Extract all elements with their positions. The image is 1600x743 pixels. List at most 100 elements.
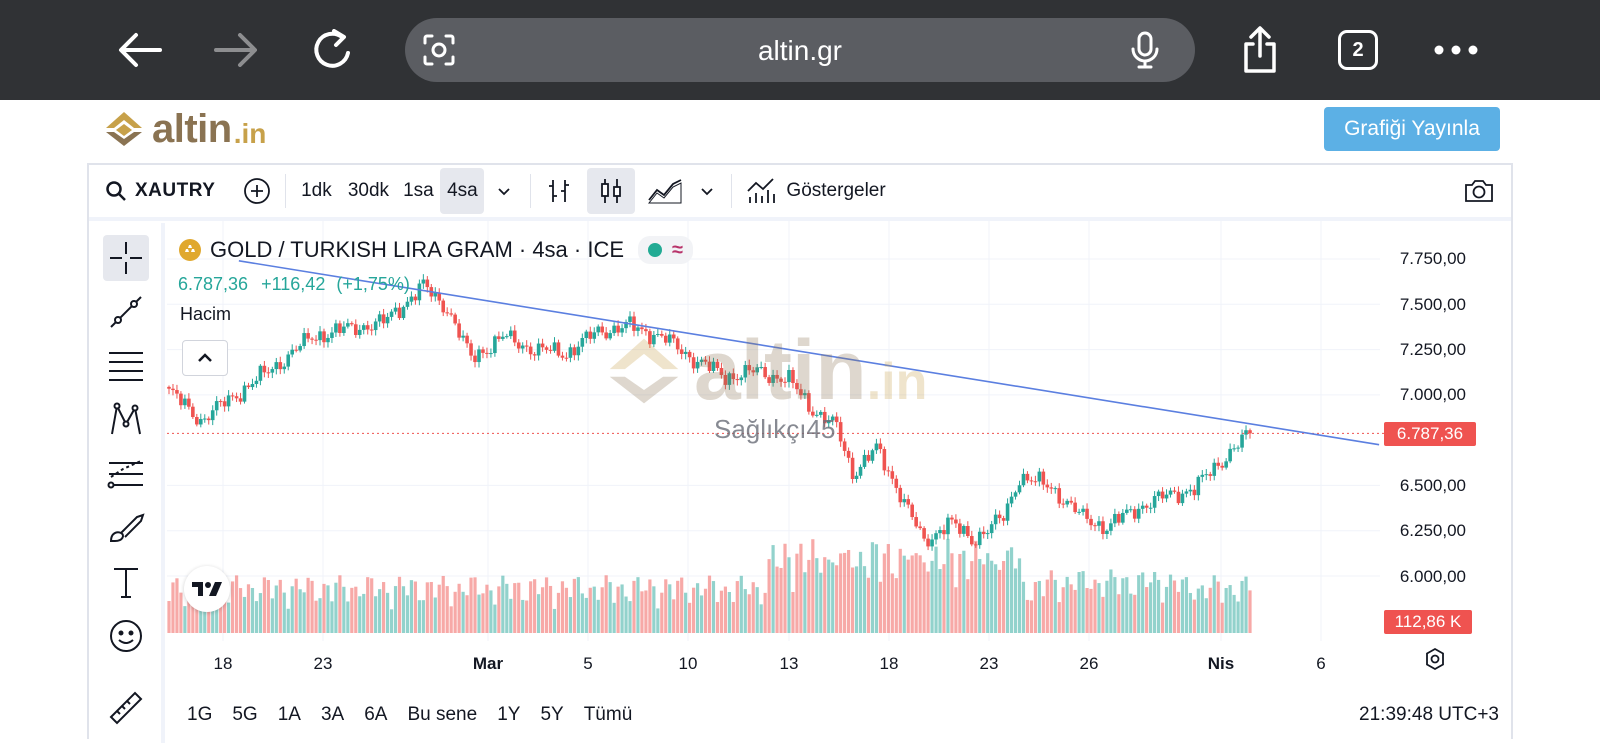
candle-body [350, 323, 354, 325]
snapshot-button[interactable] [1457, 168, 1501, 214]
trendline-tool[interactable] [103, 289, 149, 335]
candle-body [580, 337, 585, 347]
range-1g[interactable]: 1G [187, 703, 213, 725]
more-menu-icon[interactable] [1428, 22, 1484, 78]
range-5g[interactable]: 5G [232, 703, 258, 725]
interval-30dk[interactable]: 30dk [347, 180, 390, 201]
volume-bar [763, 592, 767, 633]
interval-dropdown[interactable] [484, 168, 524, 214]
volume-bar [286, 608, 290, 633]
candle-body [540, 343, 545, 348]
crosshair-tool[interactable] [103, 235, 149, 281]
candle-body [230, 395, 235, 397]
share-icon[interactable] [1232, 22, 1288, 78]
logo-suffix: .in [233, 118, 267, 149]
volume-bar [707, 575, 712, 633]
fib-tool[interactable] [103, 343, 149, 389]
indicators-button[interactable]: Göstergeler [738, 168, 893, 214]
candle-body [671, 334, 676, 339]
candle-body [1228, 448, 1232, 462]
candle-body [1196, 476, 1201, 496]
text-icon [114, 568, 138, 598]
candle-body [405, 301, 410, 307]
candle-body [278, 362, 283, 370]
time-tick: 13 [779, 654, 799, 673]
interval-4sa[interactable]: 4sa [440, 168, 485, 214]
microphone-icon[interactable] [1117, 22, 1173, 78]
candle-body [1037, 471, 1042, 482]
range-6a[interactable]: 6A [364, 703, 388, 725]
volume-bar [537, 594, 541, 633]
area-style-button[interactable] [641, 168, 689, 214]
brush-tool[interactable] [103, 505, 149, 551]
range-ytd[interactable]: Bu sene [407, 703, 478, 725]
collapse-legend-button[interactable] [182, 340, 228, 376]
candle-body [516, 342, 521, 349]
volume-bar [330, 601, 334, 633]
candle-body [330, 332, 334, 338]
candle-body [306, 333, 310, 339]
emoji-tool[interactable] [103, 613, 149, 659]
candle-body [1077, 511, 1081, 513]
volume-bar [1025, 599, 1030, 633]
publish-chart-button[interactable]: Grafiği Yayınla [1324, 107, 1500, 151]
candles-style-button[interactable] [587, 168, 636, 214]
candle-body [894, 478, 899, 488]
candle-body [1069, 500, 1073, 503]
candle-body [1180, 493, 1185, 504]
candle-body [1073, 502, 1077, 513]
chart-settings-button[interactable] [1420, 644, 1450, 674]
volume-bar [850, 567, 855, 633]
interval-1sa[interactable]: 1sa [403, 180, 434, 201]
candle-body [707, 361, 712, 372]
volume-bar [572, 578, 576, 633]
candle-body [1200, 474, 1205, 477]
volume-bar [389, 609, 394, 633]
candle-body [266, 372, 271, 374]
back-icon[interactable] [112, 22, 168, 78]
measure-tool[interactable] [103, 685, 149, 731]
chart-type-dropdown[interactable] [689, 168, 725, 214]
tabs-button[interactable]: 2 [1330, 22, 1386, 78]
range-1a[interactable]: 1A [277, 703, 301, 725]
candle-body [1097, 521, 1101, 526]
range-5y[interactable]: 5Y [540, 703, 564, 725]
range-all[interactable]: Tümü [583, 703, 633, 725]
text-tool[interactable] [103, 559, 149, 605]
chart-plot-area[interactable] [167, 221, 1508, 641]
url-text[interactable]: altin.gr [757, 35, 843, 66]
candle-body [695, 361, 700, 369]
address-bar[interactable]: altin.gr [405, 18, 1195, 82]
candle-body [1121, 512, 1125, 523]
site-logo[interactable]: altin .in [100, 106, 266, 152]
volume-bar [600, 587, 604, 633]
volume-bar [437, 584, 441, 633]
candle-body [258, 365, 263, 381]
forecast-tool[interactable] [103, 451, 149, 497]
price-tick: 7.500,00 [1399, 295, 1466, 314]
volume-bar [366, 577, 370, 633]
candle-body [393, 307, 398, 312]
tradingview-logo[interactable] [184, 566, 230, 612]
volume-bar [739, 575, 743, 633]
range-1y[interactable]: 1Y [497, 703, 521, 725]
candle-body [902, 499, 907, 503]
candle-body [191, 406, 195, 418]
tradingview-icon [192, 582, 222, 596]
candle-body [807, 393, 811, 412]
candle-body [958, 523, 962, 534]
site-settings-icon[interactable] [411, 22, 467, 78]
volume-bar [703, 588, 708, 633]
compare-symbol-button[interactable] [235, 168, 279, 214]
gold-bars-icon [179, 239, 201, 261]
range-3a[interactable]: 3A [320, 703, 345, 725]
pattern-tool[interactable] [103, 397, 149, 443]
volume-bar [485, 584, 489, 633]
forward-icon[interactable] [208, 22, 264, 78]
bars-style-button[interactable] [537, 168, 581, 214]
reload-icon[interactable] [305, 22, 361, 78]
chart-clock[interactable]: 21:39:48 UTC+3 [1359, 704, 1499, 725]
interval-1dk[interactable]: 1dk [301, 180, 332, 201]
price-chart[interactable] [167, 221, 1508, 641]
symbol-search[interactable]: XAUTRY [99, 168, 221, 214]
